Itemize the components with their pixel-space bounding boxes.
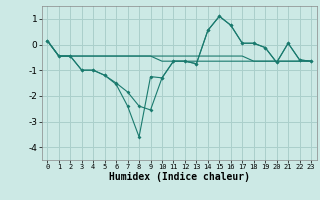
X-axis label: Humidex (Indice chaleur): Humidex (Indice chaleur) bbox=[109, 172, 250, 182]
